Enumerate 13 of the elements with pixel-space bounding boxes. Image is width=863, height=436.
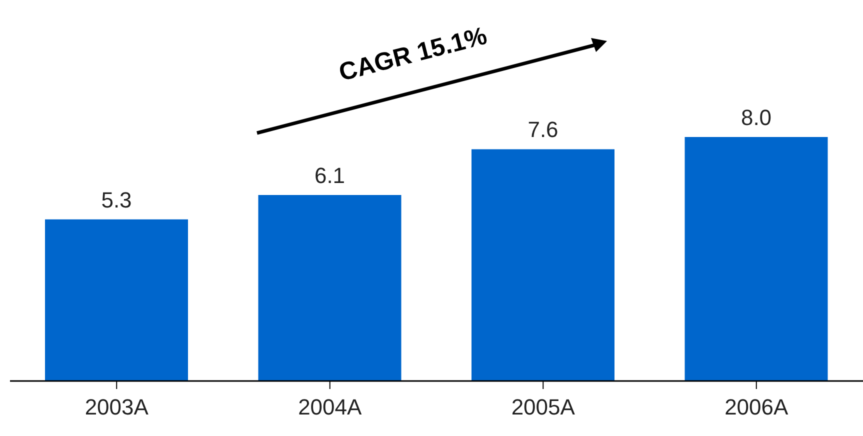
data-label: 7.6 [528,117,558,142]
x-tick-label: 2006A [724,394,789,420]
bar [45,219,188,381]
bar [258,194,402,381]
data-label: 6.1 [314,162,346,188]
data-label: 8.0 [740,105,772,130]
data-label: 5.3 [101,187,132,212]
bar [684,137,828,381]
bar [472,149,614,381]
x-tick-label: 2003A [84,394,149,420]
text: CAGR 15.1% [336,22,490,87]
x-tick-label: 2005A [511,394,576,420]
x-tick-label: 2004A [298,394,362,420]
